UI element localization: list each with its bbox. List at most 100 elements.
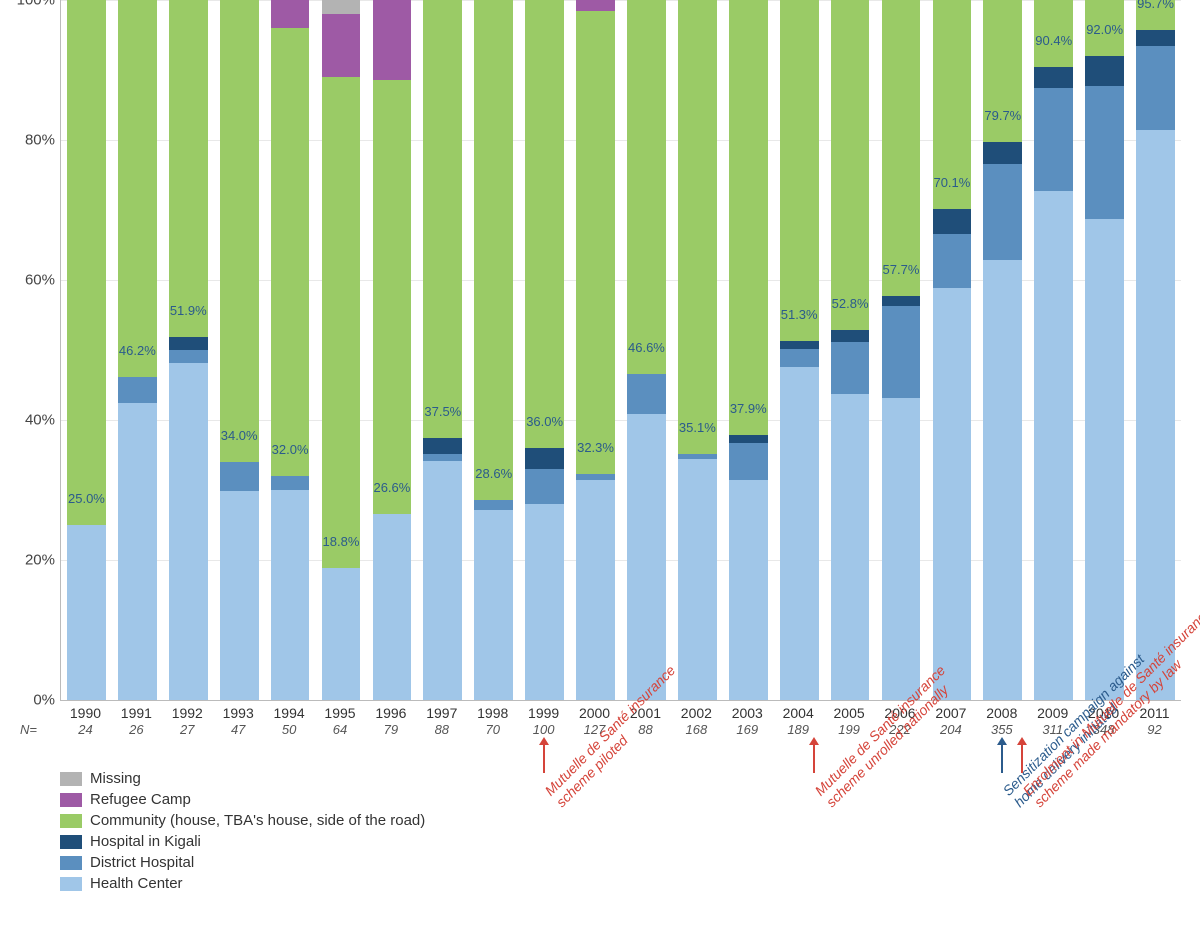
bar-value-label: 37.9% (729, 401, 768, 418)
x-tick-n: 26 (129, 722, 143, 737)
bar-column: 92.0% (1085, 0, 1124, 700)
legend-label: Community (house, TBA's house, side of t… (90, 812, 425, 829)
x-tick-n: 47 (231, 722, 245, 737)
bar-column: 25.0% (67, 0, 106, 700)
bar-column: 32.0% (271, 0, 310, 700)
bar-segment-health_center (933, 288, 972, 700)
legend-swatch (60, 814, 82, 828)
x-tick-year: 1997 (426, 705, 457, 721)
bar-segment-hospital_kigali (729, 435, 768, 443)
bar-segment-hospital_kigali (983, 142, 1022, 164)
bar-segment-hospital_kigali (1085, 56, 1124, 86)
bar-segment-health_center (1034, 191, 1073, 700)
bar-value-label: 46.6% (627, 340, 666, 357)
bar-segment-community (169, 0, 208, 337)
bar-column: 57.7% (882, 0, 921, 700)
legend-item: Health Center (60, 875, 425, 892)
x-tick-year: 2009 (1037, 705, 1068, 721)
bar-segment-health_center (729, 480, 768, 700)
y-tick-label: 20% (5, 552, 55, 569)
bar-column: 35.1% (678, 0, 717, 700)
bar-segment-hospital_kigali (423, 438, 462, 454)
bar-segment-hospital_kigali (831, 330, 870, 341)
bar-segment-missing (322, 0, 361, 14)
bar-segment-health_center (780, 367, 819, 700)
bar-segment-district_hospital (983, 164, 1022, 261)
bar-column: 52.8% (831, 0, 870, 700)
x-tick-year: 1990 (70, 705, 101, 721)
bar-segment-health_center (169, 363, 208, 700)
x-tick-n: 70 (485, 722, 499, 737)
bar-segment-district_hospital (220, 462, 259, 491)
bar-value-label: 92.0% (1085, 22, 1124, 39)
bar-column: 46.2% (118, 0, 157, 700)
bar-column: 32.3% (576, 0, 615, 700)
bar-segment-district_hospital (474, 500, 513, 511)
bar-segment-hospital_kigali (933, 209, 972, 234)
legend-swatch (60, 835, 82, 849)
bar-segment-district_hospital (933, 234, 972, 289)
bar-segment-health_center (576, 480, 615, 701)
bar-segment-community (627, 0, 666, 374)
bar-column: 46.6% (627, 0, 666, 700)
bar-segment-district_hospital (1085, 86, 1124, 219)
bar-segment-health_center (983, 260, 1022, 700)
bar-segment-community (220, 0, 259, 462)
x-tick-n: 92 (1147, 722, 1161, 737)
legend-item: Hospital in Kigali (60, 833, 425, 850)
x-tick-n: 189 (787, 722, 809, 737)
bar-value-label: 57.7% (882, 262, 921, 279)
x-tick-year: 1991 (121, 705, 152, 721)
bar-segment-hospital_kigali (882, 296, 921, 306)
x-tick-year: 1992 (172, 705, 203, 721)
legend-label: Refugee Camp (90, 791, 191, 808)
bar-segment-community (118, 0, 157, 377)
bar-segment-health_center (882, 398, 921, 700)
n-equals-label: N= (20, 722, 37, 737)
bar-column: 95.7% (1136, 0, 1175, 700)
annotation-arrow (813, 745, 815, 773)
x-tick-n: 168 (686, 722, 708, 737)
bar-segment-hospital_kigali (169, 337, 208, 350)
bar-segment-health_center (423, 461, 462, 700)
legend-swatch (60, 877, 82, 891)
bar-segment-district_hospital (576, 474, 615, 480)
bar-segment-community (525, 0, 564, 448)
legend-swatch (60, 772, 82, 786)
bar-segment-health_center (67, 525, 106, 700)
bar-segment-district_hospital (271, 476, 310, 490)
x-tick-year: 1996 (375, 705, 406, 721)
bar-value-label: 52.8% (831, 296, 870, 313)
bar-segment-district_hospital (1136, 46, 1175, 130)
bar-segment-district_hospital (831, 342, 870, 395)
x-tick-n: 79 (384, 722, 398, 737)
x-tick-year: 2008 (986, 705, 1017, 721)
bar-column: 18.8% (322, 0, 361, 700)
x-tick-n: 88 (435, 722, 449, 737)
x-tick-n: 50 (282, 722, 296, 737)
bar-segment-district_hospital (627, 374, 666, 414)
bar-column: 70.1% (933, 0, 972, 700)
bar-segment-health_center (322, 568, 361, 700)
x-tick-year: 2000 (579, 705, 610, 721)
bar-segment-community (882, 0, 921, 296)
legend-item: Community (house, TBA's house, side of t… (60, 812, 425, 829)
x-tick-n: 64 (333, 722, 347, 737)
legend-swatch (60, 856, 82, 870)
x-tick-n: 355 (991, 722, 1013, 737)
legend-label: District Hospital (90, 854, 194, 871)
bar-segment-refugee_camp (322, 14, 361, 77)
legend-label: Hospital in Kigali (90, 833, 201, 850)
plot-area: 25.0%46.2%51.9%34.0%32.0%18.8%26.6%37.5%… (60, 0, 1181, 701)
bar-segment-district_hospital (1034, 88, 1073, 192)
bar-value-label: 28.6% (474, 466, 513, 483)
bar-segment-hospital_kigali (1034, 67, 1073, 87)
bar-segment-community (678, 0, 717, 454)
y-tick-label: 60% (5, 272, 55, 289)
x-tick-year: 1994 (274, 705, 305, 721)
x-tick-year: 1999 (528, 705, 559, 721)
bar-segment-community (322, 77, 361, 568)
bar-segment-district_hospital (169, 350, 208, 363)
x-tick-year: 1998 (477, 705, 508, 721)
x-tick-year: 2004 (783, 705, 814, 721)
